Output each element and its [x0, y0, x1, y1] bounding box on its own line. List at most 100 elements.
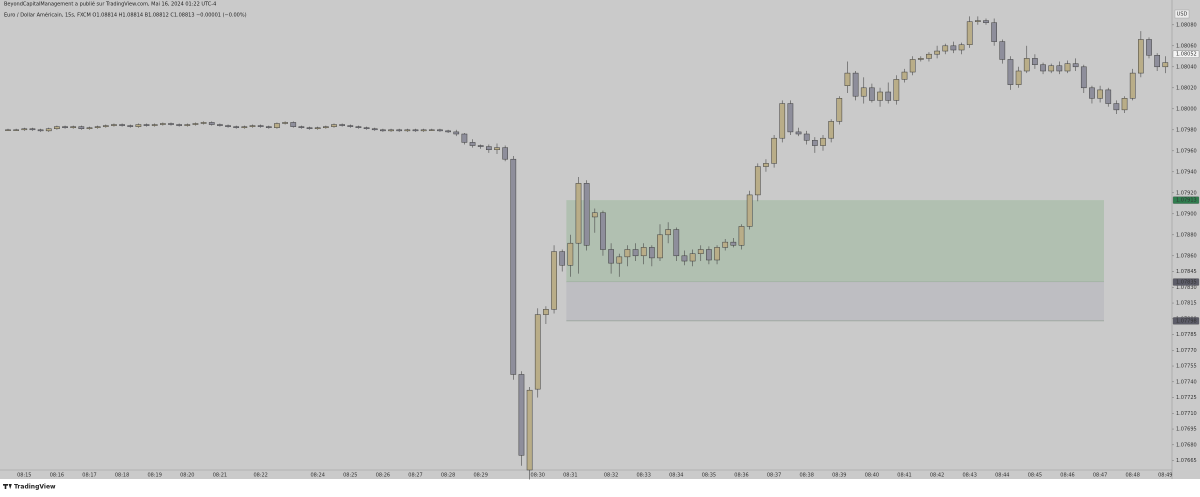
candle-body: [591, 212, 598, 218]
candle-body: [461, 133, 468, 143]
candle-body: [1072, 63, 1079, 68]
y-tick-label: 1.07710: [1176, 411, 1197, 417]
candle-body: [828, 121, 834, 139]
zones: [566, 200, 1104, 322]
candle-body: [958, 44, 965, 51]
x-tick-label: 08:17: [82, 473, 96, 479]
x-tick-label: 08:38: [799, 473, 813, 479]
candle-body: [86, 127, 93, 129]
candle-body: [265, 126, 272, 128]
candle-body: [314, 127, 321, 129]
candle-body: [1121, 98, 1128, 111]
candle-body: [21, 128, 28, 131]
candle-body: [746, 194, 753, 227]
candle-body: [347, 125, 354, 127]
candle-body: [168, 123, 174, 125]
candle-body: [428, 129, 435, 131]
candle-body: [624, 249, 631, 258]
candle-body: [917, 58, 924, 60]
candle-body: [184, 124, 191, 126]
x-tick-label: 08:16: [50, 473, 64, 479]
candle-body: [934, 50, 940, 55]
candle-body: [1162, 62, 1169, 68]
candle-body: [681, 255, 688, 262]
candle-body: [127, 125, 134, 127]
candle-body: [632, 249, 639, 257]
y-tick-label: 1.07860: [1176, 253, 1197, 259]
price-label-box: [1172, 196, 1200, 204]
candle-body: [298, 126, 305, 128]
currency-box[interactable]: [1174, 9, 1190, 19]
candle-body: [135, 124, 142, 127]
candle-body: [640, 247, 647, 257]
x-tick-label: 08:35: [702, 473, 716, 479]
candle-body: [510, 158, 517, 375]
candle-body: [176, 124, 183, 126]
candle-body: [453, 131, 460, 135]
candle-body: [54, 126, 60, 130]
candle-body: [355, 126, 362, 128]
footer-background: [0, 479, 1200, 493]
x-tick-label: 08:15: [17, 473, 31, 479]
candle-body: [37, 129, 44, 132]
y-tick-label: 1.07960: [1176, 148, 1197, 154]
x-tick-label: 08:34: [669, 473, 683, 479]
candle-body: [738, 226, 745, 246]
candle-body: [1146, 39, 1152, 56]
candle-body: [469, 142, 476, 146]
candle-body: [608, 249, 614, 264]
x-tick-label: 08:49: [1158, 473, 1172, 479]
zone: [566, 282, 1104, 321]
y-tick-label: 1.07665: [1176, 458, 1197, 464]
candle-body: [388, 129, 394, 132]
candles: [5, 16, 1169, 480]
candle-body: [673, 229, 680, 257]
x-tick-label: 08:30: [531, 473, 545, 479]
candle-body: [420, 129, 427, 132]
price-label: 1.07913: [1176, 198, 1197, 204]
candle-body: [5, 129, 11, 131]
candle-body: [380, 129, 386, 132]
x-tick-label: 08:36: [734, 473, 748, 479]
candle-body: [62, 126, 68, 128]
candle-body: [1138, 39, 1144, 74]
currency-label[interactable]: USD: [1177, 12, 1188, 18]
candle-body: [502, 147, 508, 160]
candle-body: [1023, 58, 1030, 72]
x-tick-label: 08:28: [441, 473, 455, 479]
candle-body: [787, 103, 794, 133]
candle-body: [1129, 72, 1136, 99]
candle-body: [217, 124, 223, 126]
x-tick-label: 08:37: [767, 473, 781, 479]
candle-body: [339, 124, 345, 126]
y-tick-label: 1.07725: [1176, 395, 1197, 401]
logo-text: TradingView: [14, 484, 56, 491]
x-tick-label: 08:41: [897, 473, 911, 479]
candle-body: [567, 242, 574, 266]
candle-body: [991, 22, 997, 42]
candle-body: [1064, 63, 1071, 72]
candle-body: [160, 123, 166, 125]
candle-body: [779, 103, 786, 139]
candle-body: [665, 229, 671, 236]
y-tick-label: 1.08020: [1176, 85, 1197, 91]
candle-body: [241, 126, 248, 128]
y-tick-label: 1.08080: [1176, 22, 1197, 28]
candle-body: [445, 130, 451, 133]
y-tick-label: 1.08060: [1176, 43, 1197, 49]
candle-body: [1032, 58, 1038, 65]
candle-body: [486, 146, 492, 151]
candle-body: [78, 126, 85, 130]
publisher-line: BeyondCapitalManagement a publié sur Tra…: [4, 1, 216, 8]
candle-body: [526, 389, 533, 471]
y-tick-label: 1.07880: [1176, 232, 1197, 238]
candle-body: [208, 122, 215, 125]
x-tick-label: 08:18: [115, 473, 129, 479]
candle-body: [877, 91, 883, 101]
candle-body: [412, 129, 419, 132]
candle-body: [534, 314, 541, 390]
candle-body: [1048, 65, 1055, 72]
x-tick-label: 08:22: [253, 473, 267, 479]
y-tick-label: 1.07740: [1176, 379, 1197, 385]
